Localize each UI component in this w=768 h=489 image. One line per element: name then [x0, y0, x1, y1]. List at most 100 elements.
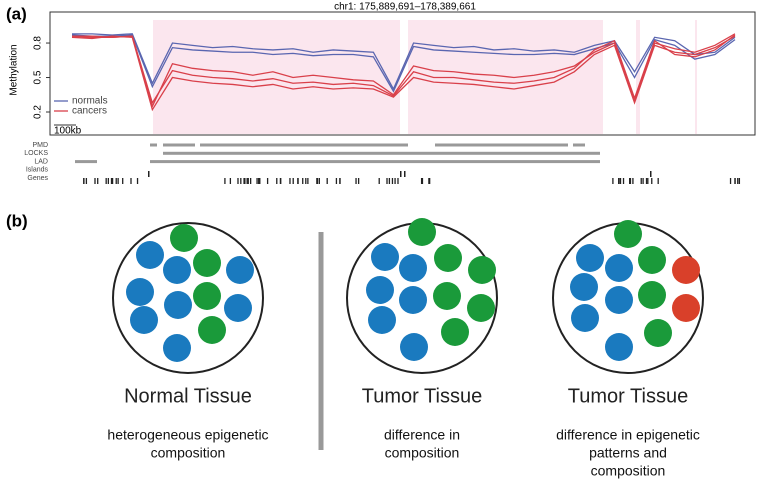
scale-bar-label: 100kb: [54, 126, 82, 137]
gene-tick: [243, 178, 245, 184]
gene-tick: [244, 178, 246, 184]
panel-description: difference in epigenetic: [556, 427, 700, 443]
track-segment: [435, 143, 568, 147]
gene-tick: [117, 178, 119, 184]
gene-tick: [394, 178, 396, 184]
panel-description: composition: [151, 445, 226, 461]
panel-description: difference in: [384, 427, 460, 443]
gene-tick: [249, 178, 252, 184]
cell: [672, 256, 700, 284]
gene-tick: [266, 178, 269, 184]
gene-tick: [247, 178, 249, 184]
panel-description: composition: [385, 445, 460, 461]
region-shade: [153, 20, 400, 134]
gene-tick: [421, 178, 424, 184]
track-segment: [200, 143, 408, 147]
cell: [576, 244, 604, 272]
gene-tick: [612, 178, 614, 184]
gene-tick: [224, 178, 226, 184]
gene-tick: [391, 178, 394, 184]
cell: [570, 273, 598, 301]
gene-tick: [136, 178, 139, 184]
cell: [400, 333, 428, 361]
gene-tick: [738, 178, 741, 184]
gene-tick: [305, 178, 307, 184]
track-label: PMD: [32, 142, 48, 149]
island-tick: [404, 171, 406, 177]
y-tick-label: 0.8: [33, 36, 44, 50]
gene-tick: [94, 178, 96, 184]
gene-tick: [105, 178, 107, 184]
panel-title: Tumor Tissue: [568, 385, 688, 407]
gene-tick: [618, 178, 620, 184]
cell: [136, 241, 164, 269]
gene-tick: [115, 178, 117, 184]
island-tick: [148, 171, 150, 177]
gene-tick: [428, 178, 430, 184]
region-shade: [695, 20, 697, 134]
gene-tick: [256, 178, 258, 184]
track-segment: [75, 160, 97, 164]
cell: [605, 254, 633, 282]
plot-frame: [49, 11, 756, 136]
cell: [371, 243, 399, 271]
cell: [226, 256, 254, 284]
cell: [198, 316, 226, 344]
cell: [571, 304, 599, 332]
panel-label: (b): [6, 211, 28, 230]
cell: [130, 306, 158, 334]
cell: [163, 334, 191, 362]
gene-tick: [657, 178, 659, 184]
series-line: [72, 33, 736, 109]
gene-tick: [97, 178, 99, 184]
cell: [614, 220, 642, 248]
series-line: [71, 34, 736, 105]
cell: [163, 256, 191, 284]
track-segment: [573, 143, 585, 147]
gene-tick: [246, 178, 248, 184]
cell: [170, 224, 198, 252]
gene-tick: [276, 178, 278, 184]
panel-title: Normal Tissue: [124, 385, 252, 407]
gene-tick: [642, 178, 644, 184]
panel-description: composition: [591, 463, 666, 479]
cell: [193, 249, 221, 277]
cell: [467, 294, 495, 322]
gene-tick: [357, 178, 360, 184]
gene-tick: [289, 178, 291, 184]
gene-tick: [622, 178, 625, 184]
cell: [605, 333, 633, 361]
gene-tick: [335, 178, 338, 184]
island-tick: [400, 171, 402, 177]
track-label: Genes: [27, 175, 48, 182]
gene-tick: [420, 178, 423, 184]
gene-tick: [318, 178, 320, 184]
gene-tick: [632, 178, 634, 184]
gene-tick: [397, 178, 399, 184]
gene-tick: [83, 178, 85, 184]
gene-tick: [237, 178, 239, 184]
gene-tick: [240, 178, 242, 184]
gene-tick: [326, 178, 328, 184]
gene-tick: [640, 178, 642, 184]
cell: [366, 276, 394, 304]
cell: [672, 294, 700, 322]
cell: [224, 294, 252, 322]
cell: [408, 218, 436, 246]
region-shade: [636, 20, 640, 134]
gene-tick: [229, 178, 232, 184]
gene-tick: [110, 178, 113, 184]
gene-tick: [729, 178, 732, 184]
gene-tick: [316, 178, 318, 184]
y-tick-label: 0.5: [33, 70, 44, 84]
panel-label: (a): [6, 4, 27, 23]
track-segment: [150, 143, 157, 147]
gene-tick: [734, 178, 736, 184]
cell: [399, 286, 427, 314]
legend-label: cancers: [72, 106, 107, 117]
gene-tick: [85, 178, 88, 184]
gene-tick: [619, 178, 622, 184]
track-label: Islands: [26, 167, 49, 174]
cell: [434, 244, 462, 272]
panel-title: Tumor Tissue: [362, 385, 482, 407]
